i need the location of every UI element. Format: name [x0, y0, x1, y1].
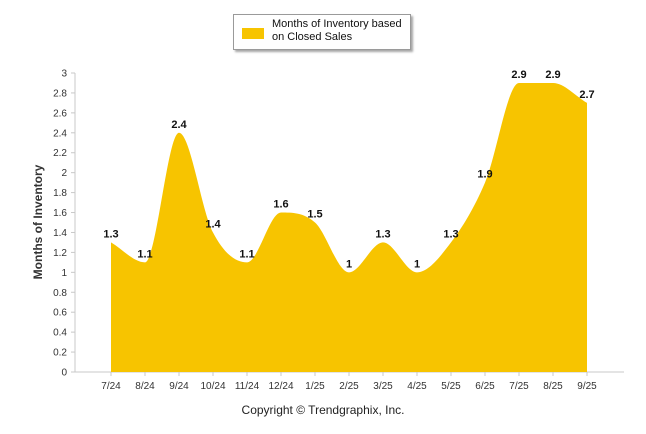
x-tick-label: 1/25: [305, 381, 325, 392]
x-tick-labels: 7/24 8/24 9/24 10/24 11/24 12/24 1/25 2/25 3/25 4…: [101, 381, 597, 392]
x-tick-label: 8/24: [135, 381, 155, 392]
legend-label-line-2: on Closed Sales: [272, 31, 353, 43]
data-label: 1.5: [307, 209, 322, 221]
legend-label-line-1: Months of Inventory based: [272, 18, 402, 30]
y-tick-label: 1.4: [53, 228, 67, 239]
y-tick-label: 1: [61, 268, 67, 279]
x-tick-label: 7/25: [509, 381, 529, 392]
y-tick-label: 0: [61, 368, 67, 379]
x-tick-label: 2/25: [339, 381, 359, 392]
data-labels: 1.3 1.1 2.4 1.4 1.1 1.6 1.5 1 1.3 1 1.3 1.9 2.9 2.9 2.…: [103, 69, 594, 270]
x-tick-label: 12/24: [268, 381, 293, 392]
data-label: 2.4: [171, 119, 187, 131]
x-tick-label: 3/25: [373, 381, 393, 392]
x-tick-label: 5/25: [441, 381, 461, 392]
y-tick-label: 1.6: [53, 208, 67, 219]
data-label: 1: [414, 258, 420, 270]
data-label: 1.4: [205, 218, 221, 230]
data-label: 1.9: [477, 169, 492, 181]
legend-label: Months of Inventory based on Closed Sale…: [272, 18, 402, 44]
y-tick-labels: 0 0.2 0.4 0.6 0.8 1 1.2 1.4 1.6 1.8 2 2.2 2.4 2.6 2.8 3: [53, 69, 67, 379]
data-label: 1.1: [239, 248, 254, 260]
data-label: 2.7: [579, 89, 594, 101]
data-label: 1.3: [103, 228, 118, 240]
x-tick-label: 10/24: [200, 381, 225, 392]
y-tick-label: 2: [61, 168, 67, 179]
y-tick-label: 2.6: [53, 108, 67, 119]
y-tick-label: 2.4: [53, 128, 67, 139]
legend[interactable]: Months of Inventory based on Closed Sale…: [233, 14, 411, 50]
y-tick-label: 0.8: [53, 288, 67, 299]
x-tick-label: 8/25: [543, 381, 563, 392]
y-tick-label: 2.2: [53, 148, 67, 159]
data-label: 1.6: [273, 199, 288, 211]
x-tick-label: 9/24: [169, 381, 189, 392]
area-layer: [111, 82, 587, 372]
y-tick-label: 3: [61, 69, 67, 80]
x-tick-label: 6/25: [475, 381, 495, 392]
y-tick-label: 2.8: [53, 88, 67, 99]
y-tick-label: 0.2: [53, 348, 67, 359]
y-tick-label: 0.6: [53, 308, 67, 319]
y-tick-label: 1.8: [53, 188, 67, 199]
data-label: 1.3: [375, 228, 390, 240]
data-label: 2.9: [511, 69, 526, 81]
area-fill: [111, 82, 587, 372]
data-label: 2.9: [545, 69, 560, 81]
y-tick-label: 0.4: [53, 328, 67, 339]
data-label: 1.1: [137, 248, 152, 260]
x-tick-label: 7/24: [101, 381, 121, 392]
legend-swatch: [242, 28, 264, 39]
data-label: 1.3: [443, 228, 458, 240]
x-tick-label: 9/25: [577, 381, 597, 392]
x-tick-label: 4/25: [407, 381, 427, 392]
y-axis-label: Months of Inventory: [31, 164, 45, 280]
y-tick-label: 1.2: [53, 248, 67, 259]
data-label: 1: [346, 258, 352, 270]
x-tick-label: 11/24: [235, 381, 260, 392]
copyright-text: Copyright © Trendgraphix, Inc.: [241, 403, 405, 417]
